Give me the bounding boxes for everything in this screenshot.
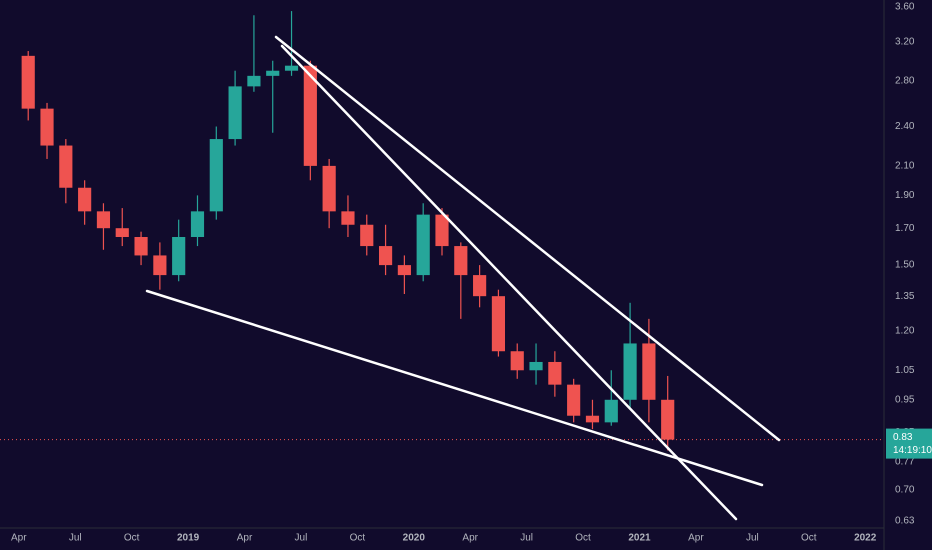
x-tick-label: Oct xyxy=(350,533,366,544)
y-tick-label: 2.10 xyxy=(895,161,915,172)
x-tick-label: 2019 xyxy=(177,533,200,544)
y-tick-label: 1.35 xyxy=(895,291,915,302)
candle-body xyxy=(322,165,336,212)
candle-body xyxy=(303,65,317,166)
candle-body xyxy=(642,343,656,400)
candle-body xyxy=(416,214,430,276)
x-tick-label: Jul xyxy=(295,533,308,544)
candle-body xyxy=(491,296,506,352)
plot xyxy=(0,11,884,451)
y-tick-label: 0.63 xyxy=(895,516,915,527)
trend-line xyxy=(145,289,764,487)
trend-lines xyxy=(145,35,781,521)
y-tick-label: 1.20 xyxy=(895,326,915,337)
candle-body xyxy=(360,224,374,247)
y-tick-label: 1.90 xyxy=(895,190,915,201)
candle-body xyxy=(40,108,54,146)
x-tick-label: 2020 xyxy=(403,533,426,544)
x-tick-label: Apr xyxy=(688,533,704,544)
candle-body xyxy=(228,86,242,140)
x-tick-label: Jul xyxy=(520,533,533,544)
candle-body xyxy=(529,361,543,371)
candle-body xyxy=(548,361,562,385)
x-tick-label: 2022 xyxy=(854,533,877,544)
x-tick-label: Oct xyxy=(124,533,140,544)
y-tick-label: 2.80 xyxy=(895,76,915,87)
y-tick-label: 1.05 xyxy=(895,365,915,376)
candle-body xyxy=(59,145,73,188)
candle-body xyxy=(134,236,148,256)
trend-line xyxy=(280,44,738,521)
candle-body xyxy=(78,187,92,212)
x-tick-label: Apr xyxy=(462,533,478,544)
y-tick-label: 3.20 xyxy=(895,36,915,47)
y-tick-label: 1.50 xyxy=(895,260,915,271)
countdown-label: 14:19:10 xyxy=(893,445,932,456)
y-tick-label: 0.77 xyxy=(895,456,915,467)
candle-body xyxy=(585,415,600,423)
candle-body xyxy=(397,265,411,276)
candle-body xyxy=(266,70,280,76)
candle-body xyxy=(96,211,111,229)
last-price-box xyxy=(886,428,932,459)
axes: 3.60 3.20 2.80 2.40 2.10 1.90 1.70 1.50 1.35 1.20… xyxy=(11,2,932,544)
candle-body xyxy=(454,246,468,276)
candle-body xyxy=(661,399,675,440)
candle-body xyxy=(190,211,205,237)
candle-body xyxy=(247,75,261,87)
x-tick-label: Apr xyxy=(237,533,253,544)
candle-body xyxy=(21,55,35,109)
candle-body xyxy=(172,236,186,276)
y-tick-label: 0.70 xyxy=(895,484,915,495)
candle-body xyxy=(115,228,129,237)
candle-body xyxy=(604,399,618,423)
candle-body xyxy=(510,351,524,371)
x-tick-label: Oct xyxy=(575,533,591,544)
y-tick-label: 1.70 xyxy=(895,223,915,234)
candle-body xyxy=(473,275,487,297)
y-tick-label: 2.40 xyxy=(895,121,915,132)
candle-body xyxy=(209,139,223,212)
candle-body xyxy=(153,255,167,276)
y-tick-label: 3.60 xyxy=(895,2,915,13)
x-tick-label: 2021 xyxy=(628,533,651,544)
candle-body xyxy=(567,384,581,416)
x-tick-label: Apr xyxy=(11,533,27,544)
last-price-label: 0.83 xyxy=(893,432,913,443)
x-tick-label: Oct xyxy=(801,533,817,544)
x-tick-label: Jul xyxy=(69,533,82,544)
y-tick-label: 0.95 xyxy=(895,394,915,405)
trend-line xyxy=(274,35,781,442)
candle-body xyxy=(284,65,299,71)
candle-body xyxy=(378,246,393,266)
candle-body xyxy=(623,343,637,400)
candle-body xyxy=(435,214,449,247)
x-tick-label: Jul xyxy=(746,533,759,544)
candle-body xyxy=(341,211,355,225)
